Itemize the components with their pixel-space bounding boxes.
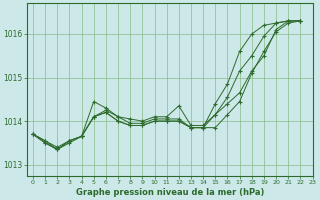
- X-axis label: Graphe pression niveau de la mer (hPa): Graphe pression niveau de la mer (hPa): [76, 188, 264, 197]
